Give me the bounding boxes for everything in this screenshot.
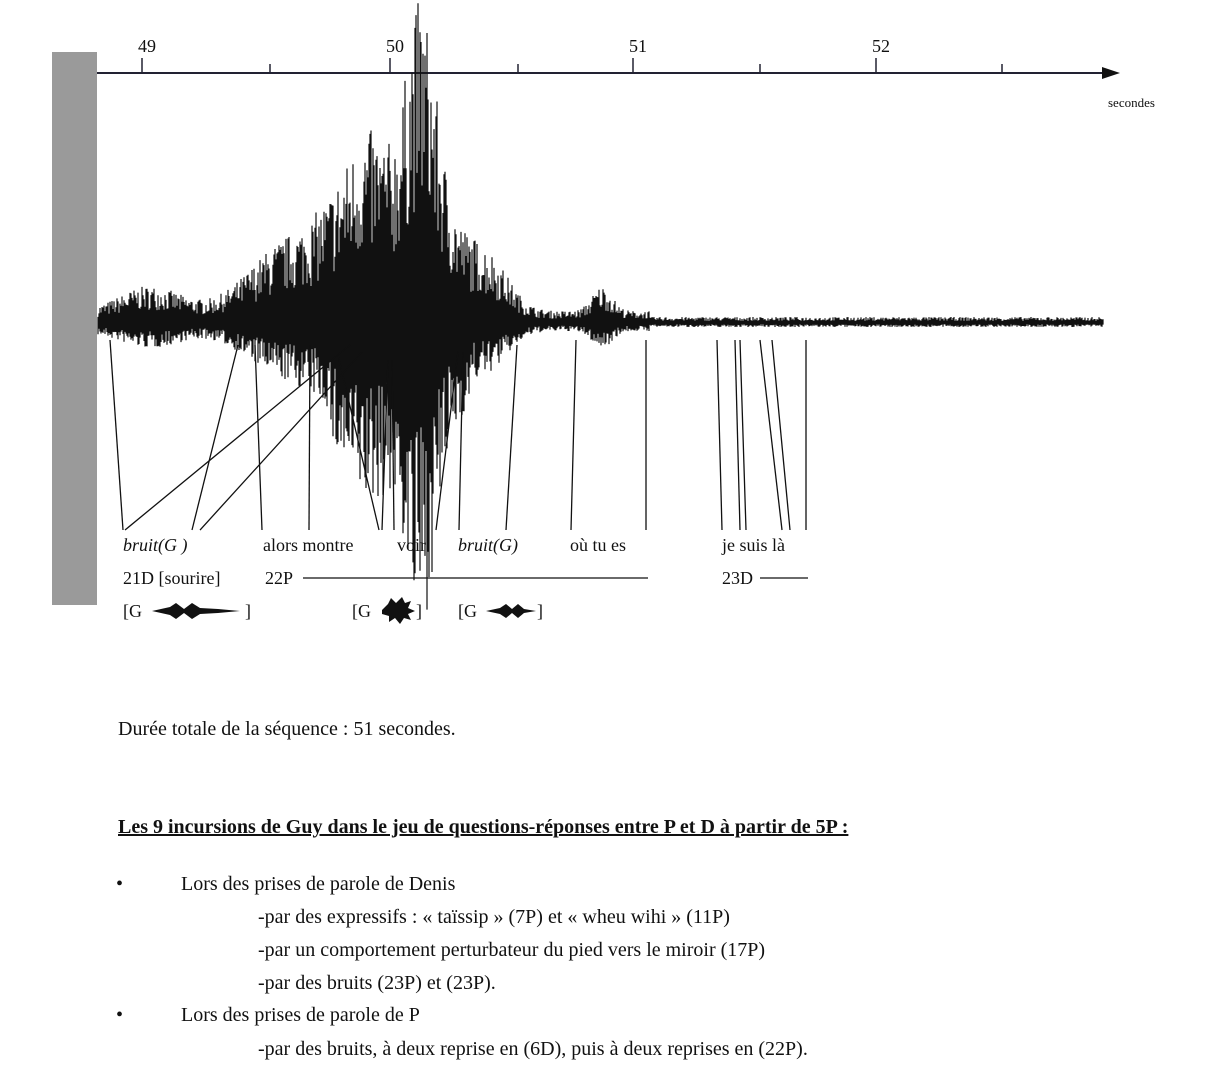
- axis-tick-label: 49: [138, 36, 156, 56]
- turn-label: 22P: [265, 568, 293, 588]
- waveform: [97, 3, 1104, 610]
- list-item: Lors des prises de parole de Denis: [181, 873, 456, 895]
- axis-tick-label: 52: [872, 36, 890, 56]
- noise-open: [G: [458, 601, 477, 621]
- bullet: •: [116, 873, 124, 895]
- gray-bar: [52, 52, 97, 605]
- alignment-lines: [109, 339, 807, 531]
- noise-open: [G: [352, 601, 371, 621]
- noise-close: ]: [245, 601, 251, 621]
- axis-tick-label: 51: [629, 36, 647, 56]
- waveform-trace: [97, 3, 1104, 610]
- section-heading: Les 9 incursions de Guy dans le jeu de q…: [118, 816, 849, 838]
- noise-icon: [382, 597, 415, 624]
- word: voir: [397, 535, 426, 555]
- sub-item: -par des bruits (23P) et (23P).: [258, 972, 496, 994]
- axis-arrow: [1102, 67, 1120, 79]
- sub-item: -par des bruits, à deux reprise en (6D),…: [258, 1038, 808, 1060]
- word: bruit(G ): [123, 535, 188, 556]
- noise-icon: [486, 604, 536, 618]
- duration-text: Durée totale de la séquence : 51 seconde…: [118, 718, 456, 740]
- word: alors montre: [263, 535, 353, 555]
- word: bruit(G): [458, 535, 518, 556]
- bullet: •: [116, 1004, 124, 1026]
- axis-unit: secondes: [1108, 95, 1155, 110]
- noise-open: [G: [123, 601, 142, 621]
- sub-item: -par des expressifs : « taïssip » (7P) e…: [258, 906, 730, 928]
- sub-item: -par un comportement perturbateur du pie…: [258, 939, 766, 961]
- waveform-figure: 49 50 51 52 secondes bruit(G ) alors mon…: [52, 3, 1155, 624]
- axis-tick-label: 50: [386, 36, 404, 56]
- noise-close: ]: [537, 601, 543, 621]
- word: je suis là: [721, 535, 785, 555]
- turn-label: 21D [sourire]: [123, 568, 220, 588]
- list-item: Lors des prises de parole de P: [181, 1004, 420, 1026]
- axis-ticks: [141, 58, 1003, 73]
- noise-icon: [152, 603, 240, 619]
- noise-close: ]: [416, 601, 422, 621]
- word: où tu es: [570, 535, 626, 555]
- turn-label: 23D: [722, 568, 753, 588]
